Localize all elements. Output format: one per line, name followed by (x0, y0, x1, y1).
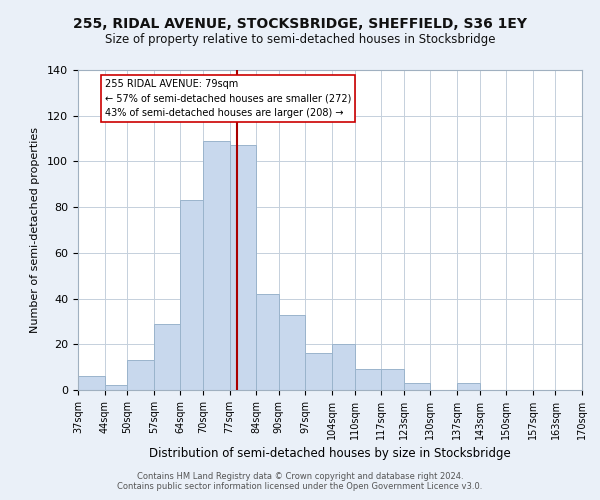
Bar (457, 383, 479, 390)
Text: Contains HM Land Registry data © Crown copyright and database right 2024.: Contains HM Land Registry data © Crown c… (137, 472, 463, 481)
Bar (230, 146, 256, 390)
Text: Size of property relative to semi-detached houses in Stocksbridge: Size of property relative to semi-detach… (105, 32, 495, 46)
Bar (203, 141, 230, 390)
Bar (256, 294, 279, 390)
Bar (104, 386, 127, 390)
Bar (127, 360, 154, 390)
Text: Contains public sector information licensed under the Open Government Licence v3: Contains public sector information licen… (118, 482, 482, 491)
Bar (404, 383, 430, 390)
Bar (332, 344, 355, 390)
Bar (305, 354, 332, 390)
Bar (381, 370, 404, 390)
Text: 255, RIDAL AVENUE, STOCKSBRIDGE, SHEFFIELD, S36 1EY: 255, RIDAL AVENUE, STOCKSBRIDGE, SHEFFIE… (73, 18, 527, 32)
Bar (279, 314, 305, 390)
Bar (78, 376, 104, 390)
Bar (181, 200, 203, 390)
X-axis label: Distribution of semi-detached houses by size in Stocksbridge: Distribution of semi-detached houses by … (149, 448, 511, 460)
Bar (154, 324, 181, 390)
Bar (355, 370, 381, 390)
Y-axis label: Number of semi-detached properties: Number of semi-detached properties (30, 127, 40, 333)
Text: 255 RIDAL AVENUE: 79sqm
← 57% of semi-detached houses are smaller (272)
43% of s: 255 RIDAL AVENUE: 79sqm ← 57% of semi-de… (104, 79, 351, 118)
